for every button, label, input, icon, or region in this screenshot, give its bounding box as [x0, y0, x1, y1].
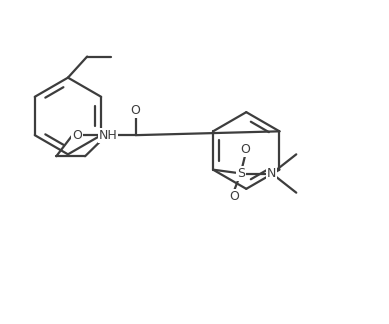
Text: O: O	[229, 190, 239, 203]
Text: S: S	[237, 167, 245, 180]
Text: O: O	[240, 143, 250, 156]
Text: O: O	[131, 104, 140, 117]
Text: NH: NH	[99, 129, 117, 142]
Text: O: O	[72, 129, 82, 142]
Text: N: N	[266, 167, 276, 180]
